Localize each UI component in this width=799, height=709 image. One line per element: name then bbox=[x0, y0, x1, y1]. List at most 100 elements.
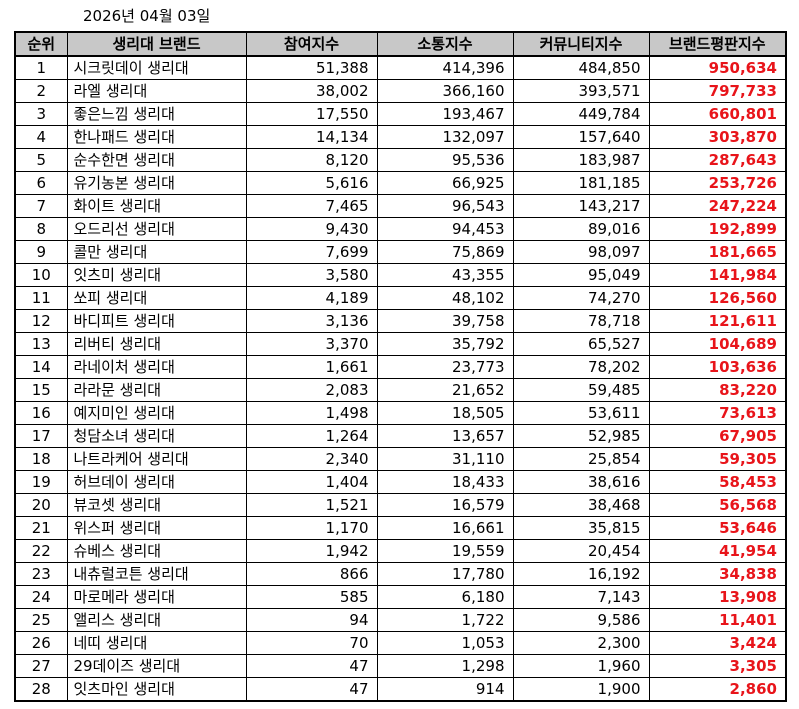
reputation-index-cell: 3,424 bbox=[648, 631, 787, 655]
rank-cell: 10 bbox=[14, 263, 68, 287]
brand-cell: 내츄럴코튼 생리대 bbox=[66, 562, 247, 586]
community-cell: 393,571 bbox=[512, 79, 650, 103]
header-row: 순위 생리대 브랜드 참여지수 소통지수 커뮤니티지수 브랜드평판지수 bbox=[14, 31, 787, 57]
table-row: 17 청담소녀 생리대 1,264 13,657 52,985 67,905 bbox=[14, 424, 787, 448]
communication-cell: 193,467 bbox=[376, 102, 514, 126]
reputation-index-cell: 126,560 bbox=[648, 286, 787, 310]
rank-cell: 22 bbox=[14, 539, 68, 563]
rank-cell: 15 bbox=[14, 378, 68, 402]
reputation-index-cell: 53,646 bbox=[648, 516, 787, 540]
rank-cell: 4 bbox=[14, 125, 68, 149]
reputation-index-cell: 253,726 bbox=[648, 171, 787, 195]
communication-cell: 6,180 bbox=[376, 585, 514, 609]
communication-cell: 1,053 bbox=[376, 631, 514, 655]
header-participation-index: 참여지수 bbox=[245, 31, 378, 57]
reputation-index-cell: 797,733 bbox=[648, 79, 787, 103]
table-row: 7 화이트 생리대 7,465 96,543 143,217 247,224 bbox=[14, 194, 787, 218]
communication-cell: 18,505 bbox=[376, 401, 514, 425]
brand-cell: 한나패드 생리대 bbox=[66, 125, 247, 149]
brand-cell: 라라문 생리대 bbox=[66, 378, 247, 402]
rank-cell: 9 bbox=[14, 240, 68, 264]
brand-cell: 오드리선 생리대 bbox=[66, 217, 247, 241]
reputation-index-cell: 247,224 bbox=[648, 194, 787, 218]
communication-cell: 48,102 bbox=[376, 286, 514, 310]
communication-cell: 1,298 bbox=[376, 654, 514, 678]
communication-cell: 17,780 bbox=[376, 562, 514, 586]
participation-cell: 1,170 bbox=[245, 516, 378, 540]
communication-cell: 66,925 bbox=[376, 171, 514, 195]
communication-cell: 13,657 bbox=[376, 424, 514, 448]
reputation-index-cell: 34,838 bbox=[648, 562, 787, 586]
table-row: 16 예지미인 생리대 1,498 18,505 53,611 73,613 bbox=[14, 401, 787, 425]
table-row: 19 허브데이 생리대 1,404 18,433 38,616 58,453 bbox=[14, 470, 787, 494]
communication-cell: 43,355 bbox=[376, 263, 514, 287]
table-row: 28 잇츠마인 생리대 47 914 1,900 2,860 bbox=[14, 677, 787, 702]
community-cell: 74,270 bbox=[512, 286, 650, 310]
communication-cell: 414,396 bbox=[376, 55, 514, 80]
participation-cell: 1,661 bbox=[245, 355, 378, 379]
participation-cell: 866 bbox=[245, 562, 378, 586]
participation-cell: 1,264 bbox=[245, 424, 378, 448]
participation-cell: 2,083 bbox=[245, 378, 378, 402]
rank-cell: 5 bbox=[14, 148, 68, 172]
rank-cell: 17 bbox=[14, 424, 68, 448]
brand-cell: 바디피트 생리대 bbox=[66, 309, 247, 333]
communication-cell: 23,773 bbox=[376, 355, 514, 379]
participation-cell: 47 bbox=[245, 677, 378, 702]
reputation-index-cell: 73,613 bbox=[648, 401, 787, 425]
table-row: 6 유기농본 생리대 5,616 66,925 181,185 253,726 bbox=[14, 171, 787, 195]
reputation-index-cell: 11,401 bbox=[648, 608, 787, 632]
table-header: 순위 생리대 브랜드 참여지수 소통지수 커뮤니티지수 브랜드평판지수 bbox=[14, 31, 787, 57]
header-brand-reputation-index: 브랜드평판지수 bbox=[648, 31, 787, 57]
brand-cell: 잇츠마인 생리대 bbox=[66, 677, 247, 702]
table-row: 3 좋은느낌 생리대 17,550 193,467 449,784 660,801 bbox=[14, 102, 787, 126]
brand-cell: 예지미인 생리대 bbox=[66, 401, 247, 425]
table-body: 1 시크릿데이 생리대 51,388 414,396 484,850 950,634 2 라엘… bbox=[14, 55, 787, 702]
rank-cell: 14 bbox=[14, 355, 68, 379]
reputation-index-cell: 83,220 bbox=[648, 378, 787, 402]
reputation-index-cell: 13,908 bbox=[648, 585, 787, 609]
reputation-index-cell: 104,689 bbox=[648, 332, 787, 356]
participation-cell: 7,465 bbox=[245, 194, 378, 218]
community-cell: 78,718 bbox=[512, 309, 650, 333]
brand-cell: 유기농본 생리대 bbox=[66, 171, 247, 195]
community-cell: 38,616 bbox=[512, 470, 650, 494]
community-cell: 143,217 bbox=[512, 194, 650, 218]
table-row: 13 리버티 생리대 3,370 35,792 65,527 104,689 bbox=[14, 332, 787, 356]
community-cell: 35,815 bbox=[512, 516, 650, 540]
participation-cell: 7,699 bbox=[245, 240, 378, 264]
participation-cell: 4,189 bbox=[245, 286, 378, 310]
brand-cell: 마로메라 생리대 bbox=[66, 585, 247, 609]
brand-cell: 잇츠미 생리대 bbox=[66, 263, 247, 287]
rank-cell: 16 bbox=[14, 401, 68, 425]
table-row: 1 시크릿데이 생리대 51,388 414,396 484,850 950,634 bbox=[14, 55, 787, 80]
table-row: 4 한나패드 생리대 14,134 132,097 157,640 303,870 bbox=[14, 125, 787, 149]
brand-cell: 리버티 생리대 bbox=[66, 332, 247, 356]
brand-cell: 슈베스 생리대 bbox=[66, 539, 247, 563]
brand-cell: 콜만 생리대 bbox=[66, 240, 247, 264]
table-row: 23 내츄럴코튼 생리대 866 17,780 16,192 34,838 bbox=[14, 562, 787, 586]
reputation-index-cell: 41,954 bbox=[648, 539, 787, 563]
participation-cell: 2,340 bbox=[245, 447, 378, 471]
header-brand: 생리대 브랜드 bbox=[66, 31, 247, 57]
community-cell: 59,485 bbox=[512, 378, 650, 402]
participation-cell: 47 bbox=[245, 654, 378, 678]
table-row: 15 라라문 생리대 2,083 21,652 59,485 83,220 bbox=[14, 378, 787, 402]
communication-cell: 94,453 bbox=[376, 217, 514, 241]
communication-cell: 31,110 bbox=[376, 447, 514, 471]
rank-cell: 27 bbox=[14, 654, 68, 678]
table-row: 14 라네이처 생리대 1,661 23,773 78,202 103,636 bbox=[14, 355, 787, 379]
participation-cell: 14,134 bbox=[245, 125, 378, 149]
community-cell: 98,097 bbox=[512, 240, 650, 264]
report-date: 2026년 04월 03일 bbox=[83, 7, 211, 25]
participation-cell: 70 bbox=[245, 631, 378, 655]
rank-cell: 28 bbox=[14, 677, 68, 702]
communication-cell: 35,792 bbox=[376, 332, 514, 356]
brand-cell: 29데이즈 생리대 bbox=[66, 654, 247, 678]
community-cell: 7,143 bbox=[512, 585, 650, 609]
table-row: 5 순수한면 생리대 8,120 95,536 183,987 287,643 bbox=[14, 148, 787, 172]
community-cell: 25,854 bbox=[512, 447, 650, 471]
community-cell: 95,049 bbox=[512, 263, 650, 287]
brand-cell: 라네이처 생리대 bbox=[66, 355, 247, 379]
communication-cell: 132,097 bbox=[376, 125, 514, 149]
